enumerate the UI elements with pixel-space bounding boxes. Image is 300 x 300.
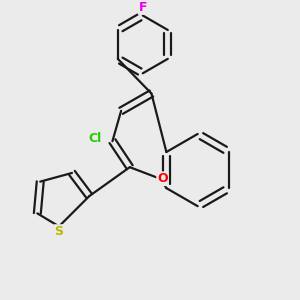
Text: O: O: [157, 172, 168, 185]
Text: Cl: Cl: [88, 132, 101, 145]
Text: F: F: [139, 1, 147, 14]
Text: S: S: [55, 225, 64, 238]
